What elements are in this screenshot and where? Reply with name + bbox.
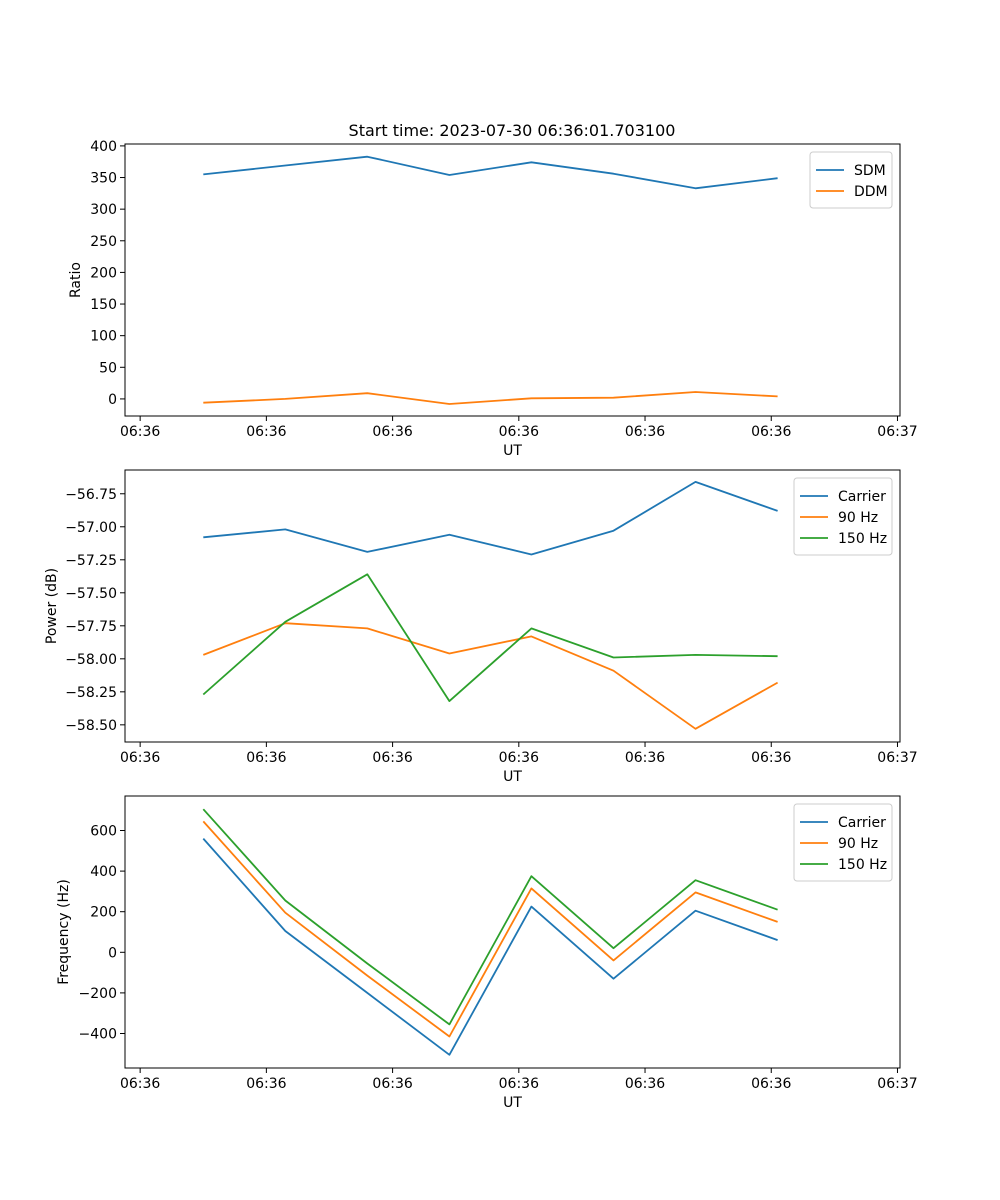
ratio-panel: 06:36 06:36 06:36 06:36 06:36 06:36 06:37 0 50 10…: [68, 139, 918, 459]
y-tick-label: −400: [79, 1026, 117, 1042]
legend-box: [809, 151, 893, 209]
x-tick-label: 06:37: [877, 750, 917, 766]
x-tick-label: 06:37: [877, 424, 917, 440]
y-tick-label: −57.50: [65, 586, 117, 602]
y-axis-label: Frequency (Hz): [56, 879, 72, 985]
frequency-panel: 06:36 06:36 06:36 06:36 06:36 06:36 06:37 −400 −…: [56, 795, 918, 1111]
y-tick-label: −58.50: [65, 718, 117, 734]
axes-frame: [124, 469, 901, 743]
y-tick-label: 100: [90, 329, 117, 345]
power-panel: 06:36 06:36 06:36 06:36 06:36 06:36 06:37 −58.5…: [44, 469, 918, 785]
series-line-90-hz: [202, 622, 779, 730]
x-tick-label: 06:36: [499, 424, 539, 440]
x-tick-label: 06:36: [751, 424, 791, 440]
y-tick-label: 400: [90, 139, 117, 155]
legend-label-90-hz: 90 Hz: [838, 836, 878, 852]
y-tick-label: 600: [90, 824, 117, 840]
y-axis-label: Power (dB): [44, 568, 60, 644]
x-tick-label: 06:36: [751, 1076, 791, 1092]
legend-label-150-hz: 150 Hz: [838, 857, 887, 873]
legend: SDM DDM: [809, 151, 893, 209]
series-line-150-hz: [202, 573, 778, 702]
y-tick-label: −58.25: [65, 685, 117, 701]
x-axis-label: UT: [503, 1095, 522, 1111]
y-tick-label: 200: [90, 265, 117, 281]
x-tick-label: 06:36: [372, 424, 412, 440]
y-tick-label: −57.00: [65, 520, 117, 536]
x-tick-label: 06:36: [246, 424, 286, 440]
y-tick-label: 300: [90, 202, 117, 218]
y-axis-label: Ratio: [68, 262, 84, 298]
series-line-90-hz: [202, 820, 778, 1038]
x-tick-label: 06:36: [751, 750, 791, 766]
legend: Carrier 90 Hz 150 Hz: [793, 477, 893, 556]
legend-box: [793, 477, 893, 556]
x-tick-label: 06:36: [246, 1076, 286, 1092]
y-tick-label: 150: [90, 297, 117, 313]
x-tick-label: 06:36: [499, 1076, 539, 1092]
x-tick-label: 06:37: [877, 1076, 917, 1092]
series-line-carrier: [203, 480, 778, 556]
legend-label-150-hz: 150 Hz: [838, 531, 887, 547]
series-line-carrier: [202, 838, 778, 1056]
y-tick-label: 0: [108, 945, 117, 961]
y-tick-label: −58.00: [65, 652, 117, 668]
x-tick-label: 06:36: [625, 1076, 665, 1092]
x-tick-label: 06:36: [120, 424, 160, 440]
y-tick-label: 250: [90, 234, 117, 250]
y-tick-label: −200: [79, 986, 117, 1002]
y-tick-label: 400: [90, 864, 117, 880]
axes-frame: [124, 143, 901, 417]
x-tick-label: 06:36: [372, 1076, 412, 1092]
figure-title: Start time: 2023-07-30 06:36:01.703100: [349, 121, 676, 140]
legend-box: [793, 803, 893, 882]
y-tick-label: −57.25: [65, 553, 117, 569]
legend-label-carrier: Carrier: [838, 489, 886, 505]
x-tick-label: 06:36: [120, 1076, 160, 1092]
y-tick-label: 350: [90, 171, 117, 187]
x-tick-label: 06:36: [625, 750, 665, 766]
x-tick-label: 06:36: [120, 750, 160, 766]
series-line-150-hz: [202, 808, 778, 1026]
legend: Carrier 90 Hz 150 Hz: [793, 803, 893, 882]
y-tick-label: 50: [99, 360, 117, 376]
x-tick-label: 06:36: [625, 424, 665, 440]
legend-label-carrier: Carrier: [838, 815, 886, 831]
x-tick-label: 06:36: [372, 750, 412, 766]
x-axis-label: UT: [503, 769, 522, 785]
x-tick-label: 06:36: [499, 750, 539, 766]
y-tick-label: −56.75: [65, 487, 117, 503]
legend-label-ddm: DDM: [854, 184, 888, 200]
y-tick-label: 200: [90, 905, 117, 921]
axes-frame: [124, 795, 901, 1069]
x-axis-label: UT: [503, 443, 522, 459]
y-tick-label: −57.75: [65, 619, 117, 635]
y-tick-label: 0: [108, 392, 117, 408]
series-line-ddm: [203, 391, 778, 405]
series-line-sdm: [203, 155, 778, 190]
x-tick-label: 06:36: [246, 750, 286, 766]
legend-label-sdm: SDM: [854, 163, 886, 179]
legend-label-90-hz: 90 Hz: [838, 510, 878, 526]
